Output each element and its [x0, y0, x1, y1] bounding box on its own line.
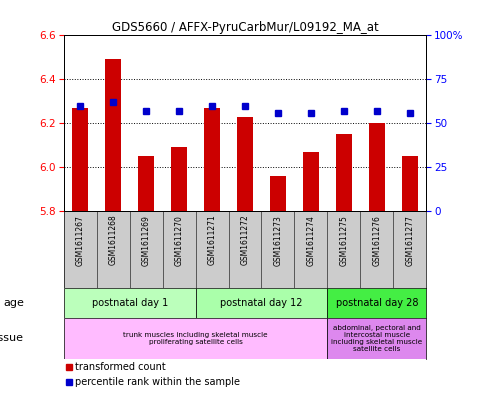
Title: GDS5660 / AFFX-PyruCarbMur/L09192_MA_at: GDS5660 / AFFX-PyruCarbMur/L09192_MA_at — [112, 21, 378, 34]
Text: trunk muscles including skeletal muscle
proliferating satellite cells: trunk muscles including skeletal muscle … — [123, 332, 268, 345]
Text: GSM1611272: GSM1611272 — [241, 215, 249, 265]
Text: GSM1611270: GSM1611270 — [174, 215, 184, 266]
Text: tissue: tissue — [0, 333, 24, 343]
Text: GSM1611268: GSM1611268 — [109, 215, 118, 265]
Bar — [327, 288, 426, 318]
Text: postnatal day 12: postnatal day 12 — [220, 298, 303, 308]
Text: GSM1611275: GSM1611275 — [340, 215, 348, 266]
Text: percentile rank within the sample: percentile rank within the sample — [75, 377, 240, 387]
Text: transformed count: transformed count — [75, 362, 166, 372]
Bar — [402, 156, 418, 211]
Bar — [237, 117, 253, 211]
Bar — [72, 108, 88, 211]
Bar — [64, 318, 327, 359]
Text: postnatal day 28: postnatal day 28 — [336, 298, 418, 308]
Text: abdominal, pectoral and
intercostal muscle
including skeletal muscle
satellite c: abdominal, pectoral and intercostal musc… — [331, 325, 422, 352]
Text: GSM1611276: GSM1611276 — [372, 215, 381, 266]
Text: GSM1611269: GSM1611269 — [142, 215, 150, 266]
Bar — [105, 59, 122, 211]
Text: GSM1611273: GSM1611273 — [273, 215, 282, 266]
Text: GSM1611271: GSM1611271 — [208, 215, 217, 265]
Text: postnatal day 1: postnatal day 1 — [92, 298, 168, 308]
Text: GSM1611267: GSM1611267 — [75, 215, 85, 266]
Bar — [336, 134, 352, 211]
Bar — [171, 147, 187, 211]
Bar — [327, 318, 426, 359]
Bar — [138, 156, 154, 211]
Text: age: age — [3, 298, 24, 308]
Bar — [64, 288, 196, 318]
Text: GSM1611274: GSM1611274 — [306, 215, 316, 266]
Bar — [196, 288, 327, 318]
Bar — [368, 123, 385, 211]
Bar — [303, 152, 319, 211]
Text: GSM1611277: GSM1611277 — [405, 215, 415, 266]
Bar — [270, 176, 286, 211]
Bar — [204, 108, 221, 211]
